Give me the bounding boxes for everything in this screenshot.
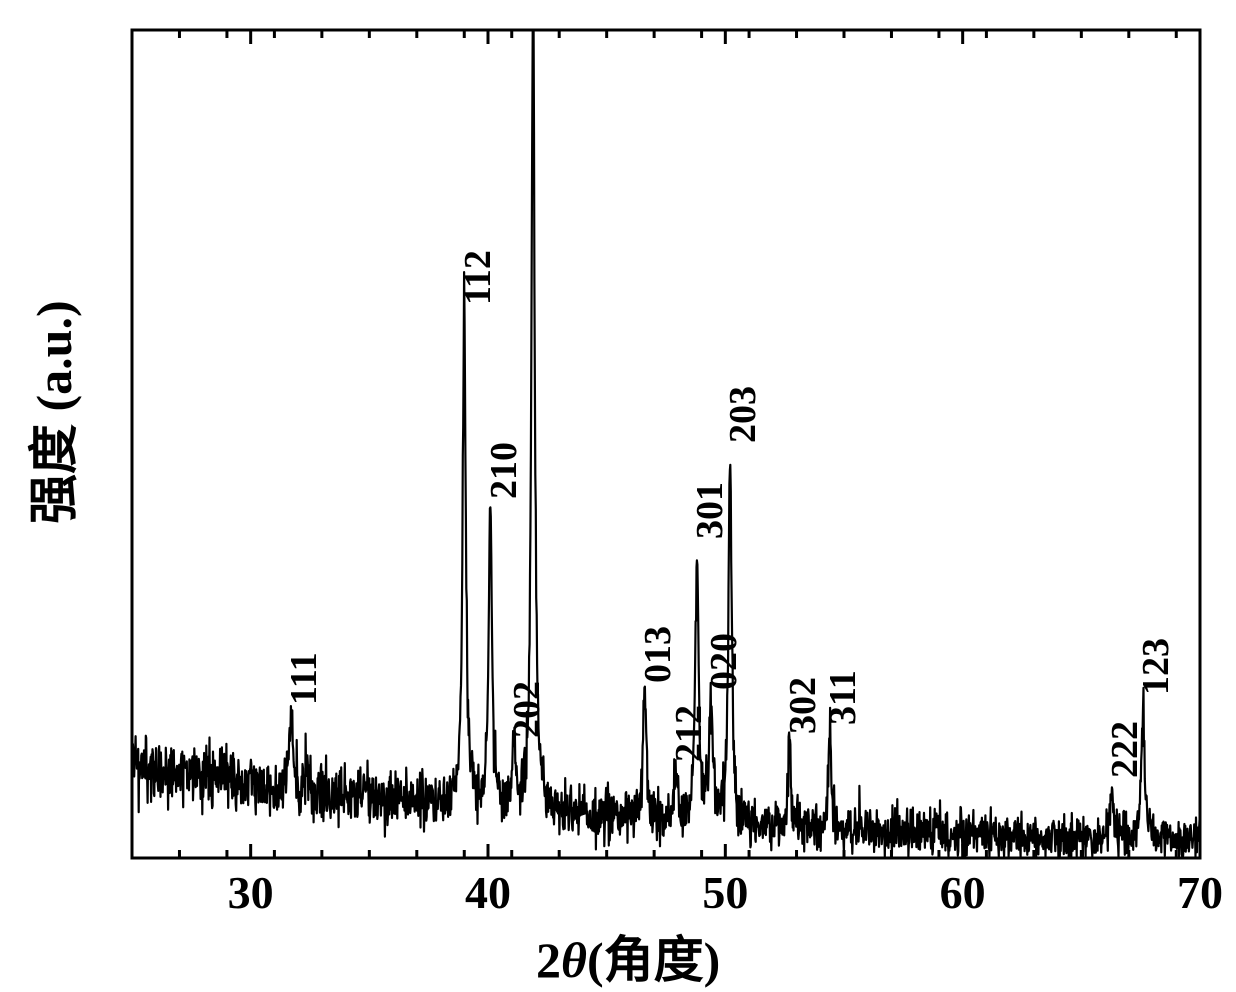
peak-label: 202 bbox=[505, 681, 549, 738]
xrd-chart: 强度 (a.u.) 2θ(角度) 3040506070 111112210202… bbox=[0, 0, 1236, 982]
peak-label: 013 bbox=[636, 626, 680, 683]
peak-label: 301 bbox=[688, 482, 732, 539]
chart-svg bbox=[0, 0, 1236, 982]
xrd-trace bbox=[132, 31, 1200, 857]
x-tick-label: 50 bbox=[702, 866, 748, 919]
peak-label: 311 bbox=[821, 670, 865, 725]
peak-label: 123 bbox=[1134, 638, 1178, 695]
y-axis-label: 强度 (a.u.) bbox=[14, 304, 86, 524]
x-axis-label: 2θ(角度) bbox=[536, 920, 720, 992]
x-tick-label: 70 bbox=[1177, 866, 1223, 919]
x-axis-label-prefix: 2 bbox=[536, 932, 561, 988]
peak-label: 302 bbox=[781, 677, 825, 734]
peak-label: 222 bbox=[1103, 721, 1147, 778]
x-axis-label-theta: θ bbox=[561, 932, 587, 988]
x-tick-label: 60 bbox=[940, 866, 986, 919]
x-axis-label-suffix: (角度) bbox=[587, 932, 720, 988]
x-tick-label: 30 bbox=[228, 866, 274, 919]
peak-label: 111 bbox=[282, 653, 326, 706]
x-tick-label: 40 bbox=[465, 866, 511, 919]
peak-label: 112 bbox=[456, 250, 500, 305]
peak-label: 203 bbox=[721, 386, 765, 443]
peak-label: 212 bbox=[667, 705, 711, 762]
peak-label: 210 bbox=[482, 442, 526, 499]
peak-label: 020 bbox=[702, 633, 746, 690]
